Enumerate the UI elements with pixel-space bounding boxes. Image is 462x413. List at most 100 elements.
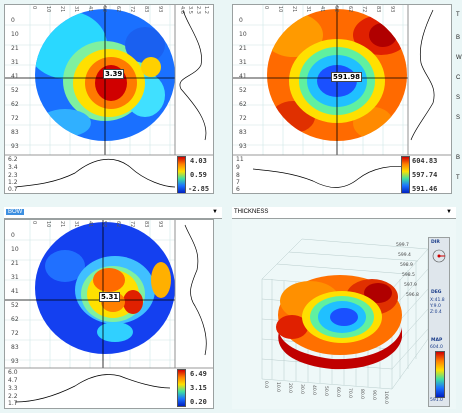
edge-label: C	[456, 75, 461, 81]
thickness-map-panel: 0 10 21 31 41 52 62 72 83 93 0 10 21 31 …	[232, 4, 452, 194]
x-tick: 60.0	[335, 387, 340, 398]
thickness-contour-map[interactable]	[233, 5, 452, 194]
x-tick: 10	[45, 221, 51, 228]
direction-dial-icon[interactable]	[431, 248, 447, 264]
edge-label: T	[456, 12, 460, 18]
profile-tick: 11	[236, 156, 244, 163]
y-tick: 0	[11, 17, 15, 24]
side-tick: 1.2	[203, 6, 209, 14]
coord-z: Z:0.4	[430, 310, 442, 315]
side-tick: 4.6	[179, 6, 185, 14]
profile-tick: 2.3	[8, 172, 18, 179]
y-tick: 93	[239, 143, 247, 150]
y-tick: 72	[239, 115, 247, 122]
profile-tick: 0.7	[8, 186, 18, 193]
y-tick: 62	[239, 101, 247, 108]
x-tick: 21	[59, 6, 65, 13]
x-tick: 10	[277, 6, 283, 13]
profile-tick: 1.2	[8, 179, 18, 186]
map-label: MAP	[431, 338, 443, 343]
edge-label: B	[456, 155, 461, 161]
coord-x: X:41.8	[430, 298, 445, 303]
x-tick: 0.0	[263, 381, 268, 389]
x-tick: 93	[157, 6, 163, 13]
z-tick: 599.7	[396, 243, 409, 248]
cursor-value: 591.98	[331, 72, 363, 82]
y-tick: 52	[239, 87, 247, 94]
y-tick: 93	[11, 143, 19, 150]
y-tick: 10	[239, 31, 247, 38]
x-tick: 62	[115, 6, 121, 13]
profile-tick: 4.7	[8, 377, 18, 384]
y-tick: 21	[11, 260, 19, 267]
map-color-scale	[435, 351, 445, 398]
edge-label: S	[456, 95, 461, 101]
color-scale-max: 604.83	[412, 157, 438, 165]
x-tick: 31	[73, 6, 79, 13]
y-tick: 62	[11, 316, 19, 323]
z-tick: 598.5	[402, 273, 415, 278]
coord-y: Y:9.0	[430, 304, 441, 309]
color-scale-bar	[177, 156, 186, 193]
z-tick: 598.9	[400, 263, 413, 268]
y-tick: 93	[11, 358, 19, 365]
color-scale-min: 591.46	[412, 185, 438, 193]
x-tick: 50.0	[323, 386, 328, 397]
map-max: 604.0	[430, 345, 443, 350]
bow-contour-map[interactable]	[5, 5, 214, 194]
side-tick: 2.3	[195, 6, 201, 14]
color-scale-bar	[177, 369, 186, 407]
edge-label: B	[456, 35, 461, 41]
profile-tick: 6.0	[8, 369, 18, 376]
profile-tick: 1.7	[8, 400, 18, 407]
profile-tick: 6.2	[8, 156, 18, 163]
x-tick: 10	[45, 6, 51, 13]
map-type-dropdown[interactable]: BOW ▼	[4, 207, 222, 219]
y-tick: 72	[11, 330, 19, 337]
x-tick: 80.0	[359, 389, 364, 400]
profile-tick: 3.3	[8, 385, 18, 392]
z-tick: 599.4	[398, 253, 411, 258]
color-scale-max: 4.03	[190, 157, 207, 165]
profile-tick: 3.4	[8, 164, 18, 171]
color-scale-min: 0.20	[190, 398, 207, 406]
x-tick: 72	[361, 6, 367, 13]
y-tick: 10	[11, 246, 19, 253]
x-tick: 20.0	[287, 383, 292, 394]
y-tick: 72	[11, 115, 19, 122]
y-tick: 21	[239, 45, 247, 52]
side-tick: 3.5	[187, 6, 193, 14]
x-tick: 62	[115, 221, 121, 228]
y-tick: 0	[11, 232, 15, 239]
y-tick: 52	[11, 87, 19, 94]
view-type-dropdown[interactable]: THICKNESS ▼	[232, 207, 456, 219]
x-tick: 41	[319, 6, 325, 13]
y-tick: 21	[11, 45, 19, 52]
y-tick: 10	[11, 31, 19, 38]
y-tick: 52	[11, 302, 19, 309]
edge-label: S	[456, 115, 461, 121]
profile-tick: 8	[236, 172, 240, 179]
color-scale-min: -2.85	[188, 185, 210, 193]
chevron-down-icon: ▼	[446, 209, 452, 215]
map-min: 591.0	[430, 398, 443, 403]
x-tick: 41	[87, 221, 93, 228]
y-tick: 31	[11, 274, 19, 281]
x-tick: 90.0	[371, 390, 376, 401]
x-tick: 31	[73, 221, 79, 228]
profile-tick: 2.2	[8, 393, 18, 400]
x-tick: 72	[129, 6, 135, 13]
y-tick: 41	[11, 73, 19, 80]
x-tick: 52	[101, 6, 107, 13]
x-tick: 83	[375, 6, 381, 13]
x-tick: 10.0	[275, 382, 280, 393]
x-tick: 0	[263, 6, 269, 10]
y-tick: 31	[11, 59, 19, 66]
color-scale-max: 6.49	[190, 370, 207, 378]
thickness-3d-surface[interactable]	[232, 219, 428, 409]
y-tick: 83	[11, 344, 19, 351]
color-scale-mid: 597.74	[412, 171, 438, 179]
x-tick: 93	[389, 6, 395, 13]
view-control-sidebar: DIR DEG X:41.8 Y:9.0 Z:0.4 MAP 604.0 591…	[428, 237, 450, 407]
cursor-value: 3.39	[103, 69, 125, 79]
